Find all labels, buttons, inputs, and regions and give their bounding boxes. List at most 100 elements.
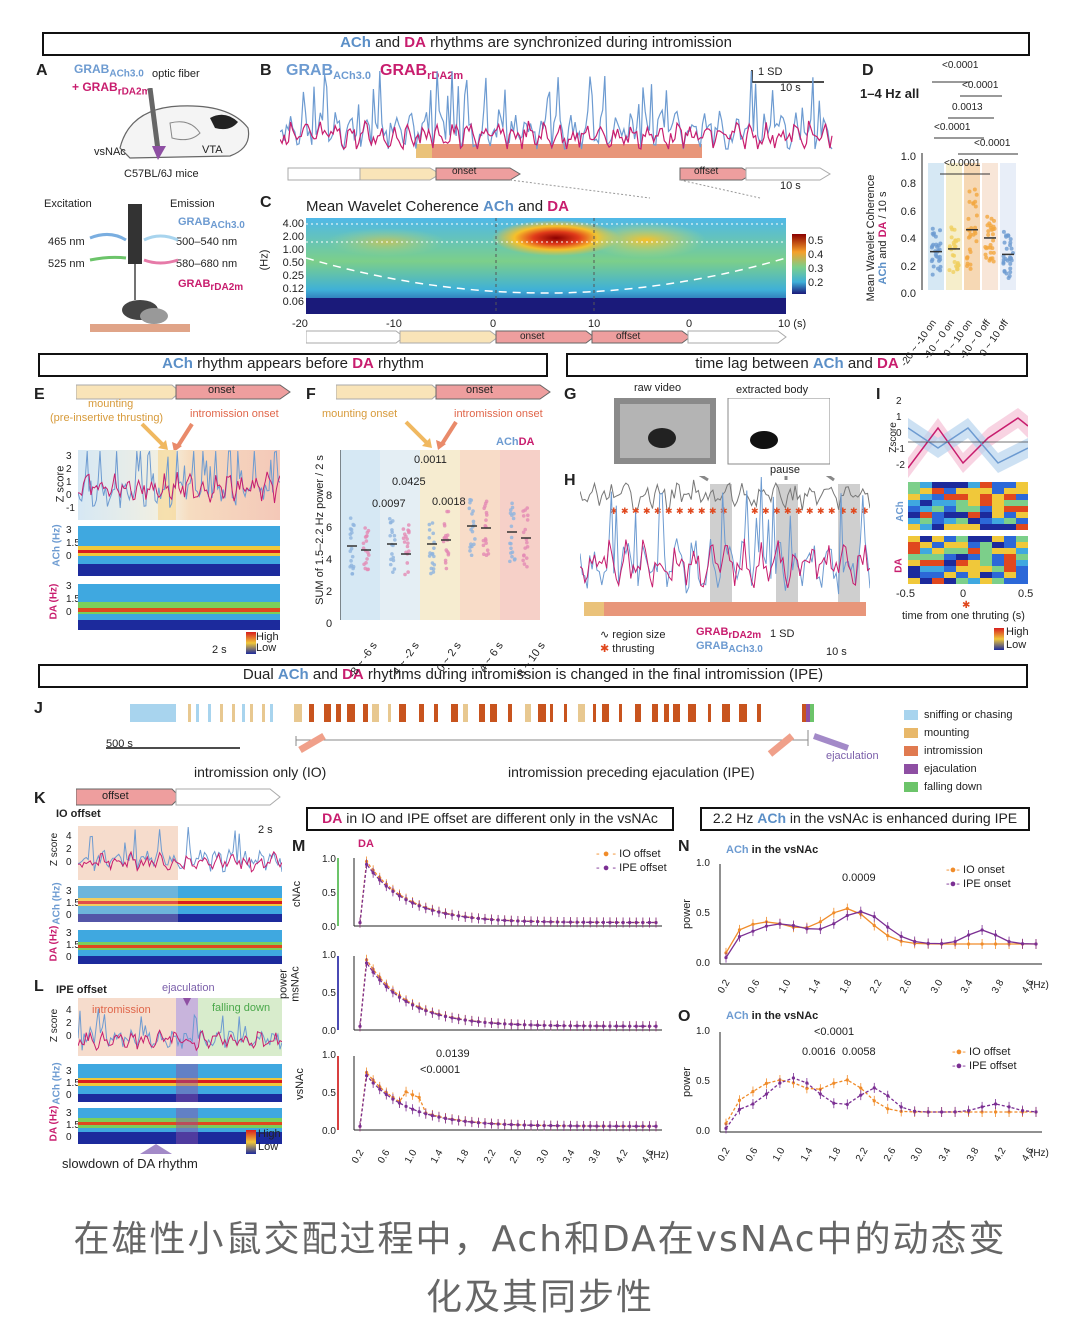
heat-cell bbox=[956, 536, 968, 542]
point-d bbox=[968, 266, 973, 271]
heat-cell bbox=[932, 506, 944, 512]
heat-cell bbox=[932, 536, 944, 542]
heat-cell bbox=[1016, 488, 1028, 494]
point-f bbox=[431, 531, 436, 536]
series-point bbox=[778, 1081, 782, 1085]
yticks-l-da: 3 1.5 0 bbox=[66, 1108, 80, 1143]
series-point bbox=[575, 1124, 579, 1128]
scale-e: 2 s bbox=[212, 644, 227, 656]
heat-cell bbox=[980, 572, 992, 578]
series-point bbox=[411, 1107, 415, 1111]
label-mounting-onset-f: mounting onset bbox=[322, 408, 398, 420]
series-point bbox=[647, 1124, 652, 1128]
heat-cell bbox=[908, 542, 920, 548]
point-d bbox=[972, 187, 977, 192]
point-d bbox=[968, 250, 973, 255]
series-point bbox=[450, 1117, 454, 1122]
point-d bbox=[930, 231, 935, 236]
video-frames-g bbox=[614, 398, 830, 465]
spectrogram-l-ach bbox=[78, 1064, 282, 1102]
heat-cell bbox=[1016, 572, 1028, 578]
point-d bbox=[990, 232, 995, 237]
ethogram-event bbox=[722, 704, 730, 722]
ethogram-event bbox=[810, 704, 814, 722]
point-f bbox=[349, 546, 354, 551]
arrow-offset-b: offset bbox=[694, 166, 719, 177]
series-point bbox=[641, 920, 645, 925]
series-point bbox=[940, 942, 944, 946]
heat-cell bbox=[980, 494, 992, 500]
label-500-540: 500–540 nm bbox=[176, 236, 238, 248]
timeline-e bbox=[76, 384, 291, 400]
point-d bbox=[967, 199, 972, 204]
heat-cell bbox=[920, 524, 932, 530]
label-grab-ach: GRABACh3.0 bbox=[74, 62, 144, 80]
series-point bbox=[953, 1110, 957, 1114]
series-point bbox=[654, 920, 658, 925]
series-point bbox=[522, 1023, 527, 1027]
heat-cell bbox=[908, 482, 920, 488]
spectrogram-e-ach bbox=[78, 526, 280, 576]
ethogram-event bbox=[294, 704, 302, 722]
point-d bbox=[974, 192, 979, 197]
x-unit-label: (Hz) bbox=[1030, 980, 1049, 991]
series-point bbox=[522, 919, 527, 923]
point-f bbox=[407, 549, 411, 553]
label-ejaculation-l: ejaculation bbox=[162, 982, 215, 994]
ylabel-c: (Hz) bbox=[258, 249, 271, 271]
series-point bbox=[980, 1110, 984, 1114]
point-f bbox=[509, 535, 514, 540]
bin-bg-f bbox=[380, 450, 420, 620]
point-f bbox=[468, 549, 472, 553]
yticks-c: 4.00 2.00 1.00 0.50 0.25 0.12 0.06 bbox=[282, 218, 304, 308]
series-point bbox=[818, 927, 822, 931]
xticks-o: 0.2 0.6 1.0 1.4 1.8 2.2 2.6 3.0 3.4 3.8 4.2 4.6 (Hz) bbox=[680, 1138, 1060, 1168]
series-point bbox=[953, 940, 957, 944]
series-point bbox=[549, 1124, 553, 1128]
thrust-marker: ✱ bbox=[850, 506, 858, 516]
series-line bbox=[359, 862, 656, 924]
series-point bbox=[463, 1119, 467, 1123]
series-point bbox=[724, 1126, 728, 1130]
x-tick-label: 0.6 bbox=[746, 977, 763, 996]
thrust-marker: ✱ bbox=[687, 506, 695, 516]
point-d bbox=[937, 254, 942, 259]
x-tick-label: 3.4 bbox=[937, 1145, 954, 1164]
heat-cell bbox=[932, 524, 944, 530]
arrows-f bbox=[404, 420, 458, 450]
series-point bbox=[463, 1018, 467, 1022]
panel-letter-k: K bbox=[34, 790, 46, 807]
ylabel-e-z: Z score bbox=[54, 465, 67, 503]
point-d bbox=[1006, 233, 1011, 238]
heat-cell bbox=[968, 524, 980, 530]
pval-o-2: 0.0016 bbox=[802, 1046, 836, 1058]
legend-n-io: -●- IO onset bbox=[946, 864, 1005, 876]
x-tick-label: 1.8 bbox=[826, 1145, 844, 1164]
heat-cell bbox=[968, 542, 980, 548]
panel-a: GRABACh3.0 + GRABrDA2m optic fiber vsNAc… bbox=[40, 60, 260, 340]
point-f bbox=[512, 511, 516, 516]
series-point bbox=[430, 908, 434, 912]
xticks-m: 0.2 0.6 1.0 1.4 1.8 2.2 2.6 3.0 3.4 3.8 4.2 4.6 (Hz) bbox=[290, 1140, 682, 1172]
panel-b: GRABACh3.0 GRABrDA2m 1 SD 10 s onset off… bbox=[280, 60, 840, 200]
series-point bbox=[470, 1120, 474, 1124]
heat-cell bbox=[908, 500, 920, 506]
label-extracted-body: extracted body bbox=[736, 384, 809, 396]
label-intromission-l: intromission bbox=[92, 1004, 151, 1016]
panel-f: onset mounting onset intromission onset … bbox=[296, 380, 556, 680]
arrow-onset-b: onset bbox=[452, 166, 477, 177]
series-point bbox=[601, 1124, 605, 1128]
panel-letter-e: E bbox=[34, 386, 45, 403]
series-point bbox=[608, 920, 612, 925]
ylabel-i-da: DA bbox=[893, 558, 905, 573]
heat-cell bbox=[1016, 524, 1028, 530]
series-point bbox=[562, 920, 566, 924]
colorbar-labels-l: High Low bbox=[258, 1128, 281, 1153]
point-d bbox=[968, 262, 973, 267]
point-d bbox=[934, 254, 939, 259]
heat-cell bbox=[956, 512, 968, 518]
colorbar-labels-i: High Low bbox=[1006, 626, 1029, 651]
trace-l bbox=[78, 998, 282, 1056]
heat-cell bbox=[908, 554, 920, 560]
